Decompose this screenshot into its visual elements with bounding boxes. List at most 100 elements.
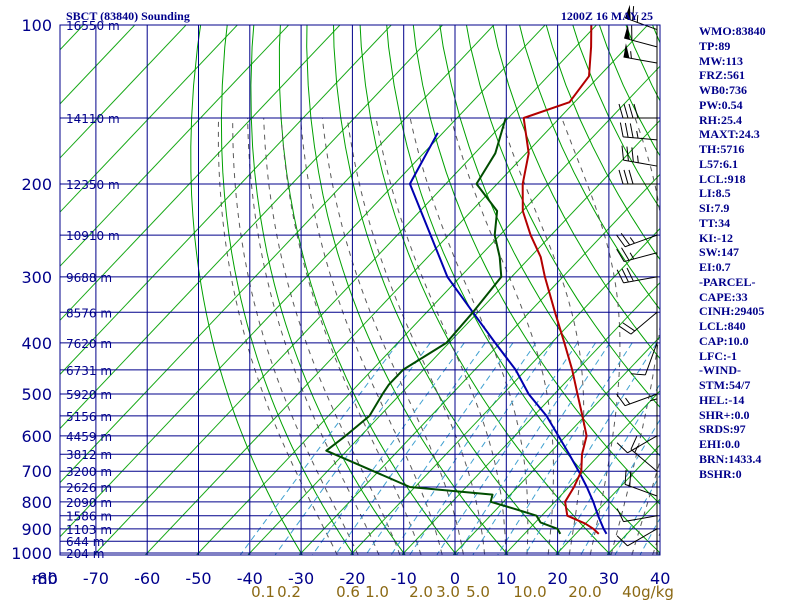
mixing-ratio-line <box>409 342 554 555</box>
wind-barb-shaft <box>624 234 658 248</box>
dry-adiabat-line <box>359 25 612 555</box>
wind-barb-shaft <box>623 515 658 523</box>
index-entry: SW:147 <box>699 245 740 260</box>
isotherm-line <box>60 25 290 267</box>
wind-barb-flag <box>624 122 629 138</box>
wind-barb-flag <box>632 6 635 21</box>
wind-barb-half-flag <box>630 51 632 59</box>
mixing-ratio-label: 20.0 <box>568 583 601 600</box>
wind-barb <box>621 145 658 167</box>
index-entry: EI:0.7 <box>699 260 731 274</box>
mixing-ratio-line <box>639 517 660 555</box>
wind-barb-flag <box>623 103 629 119</box>
wind-barb-flag <box>621 247 630 261</box>
wind-barb-shaft <box>624 37 658 48</box>
wind-barb-flag <box>620 232 631 246</box>
height-label: 6731 m <box>66 364 112 378</box>
temperature-tick-label: 40 <box>650 569 670 588</box>
index-entry: SI:7.9 <box>699 201 730 215</box>
wind-barb <box>616 508 658 523</box>
wind-barb-flag <box>616 535 628 547</box>
wind-barb-half-flag <box>634 445 639 453</box>
isotherm-line <box>0 1 4 564</box>
mixing-ratio-line <box>456 342 596 555</box>
index-entry: BRN:1433.4 <box>699 451 762 466</box>
index-entry: RH:25.4 <box>699 112 742 127</box>
wind-barb-shaft <box>624 393 658 407</box>
temperature-tick-label: -70 <box>83 569 109 588</box>
wind-barb-half-flag <box>629 237 635 244</box>
mixing-ratio-line <box>524 342 658 555</box>
mixing-ratio-line <box>311 342 465 555</box>
wind-barb-shaft <box>623 159 658 167</box>
moist-adiabat-line <box>217 117 338 555</box>
height-label: 5156 m <box>66 410 112 424</box>
index-entry: CAPE:33 <box>699 289 748 304</box>
temperature-tick-label: -10 <box>391 569 417 588</box>
sounding-profiles <box>325 25 608 535</box>
index-entry: WMO:83840 <box>699 24 766 38</box>
wind-barb-flag <box>616 269 624 284</box>
wind-barb-flag <box>618 325 632 335</box>
temperature-tick-label: 0 <box>450 569 460 588</box>
height-label: 5920 m <box>66 388 112 402</box>
mixing-ratio-label: 2.0 <box>409 583 433 600</box>
index-entry: MW:113 <box>699 53 743 68</box>
wind-barbs <box>616 4 658 555</box>
wind-barb <box>624 4 658 31</box>
wind-barb-pennant <box>625 4 631 20</box>
mixing-ratio-label: 5.0 <box>466 583 490 600</box>
wind-barb-flag <box>618 169 624 185</box>
chart-title: SBCT (83840) Sounding <box>66 9 190 23</box>
mixing-ratio-line <box>365 342 514 555</box>
height-label: 9688 m <box>66 271 112 285</box>
mixing-ratio-label: 0.6 <box>336 583 360 600</box>
mixing-ratio-label: 1.0 <box>365 583 389 600</box>
temperature-tick-label: -50 <box>185 569 211 588</box>
index-entry: CINH:29405 <box>699 304 765 319</box>
pressure-tick-label: 400 <box>21 334 52 353</box>
dry-adiabat-line <box>220 25 355 555</box>
wind-barb-flag <box>626 146 629 162</box>
mixing-ratio-line <box>390 342 537 555</box>
pressure-tick-label: 300 <box>21 268 52 287</box>
pressure-tick-label: 100 <box>21 16 52 35</box>
wind-barb <box>616 528 658 547</box>
mixing-ratio-label: 10.0 <box>513 583 546 600</box>
temperature-tick-label: 20 <box>547 569 567 588</box>
index-entry: -PARCEL- <box>699 274 756 289</box>
wind-barb <box>624 469 658 497</box>
wind-barb-flag <box>616 248 625 262</box>
wind-barb-shaft <box>623 276 658 284</box>
index-entry: PW:0.54 <box>699 97 743 112</box>
temperature-tick-label: -40 <box>237 569 263 588</box>
index-entry: KI:-12 <box>699 230 733 245</box>
wind-barb-shaft <box>624 17 658 31</box>
index-entry: CAP:10.0 <box>699 333 749 348</box>
isotherm-line <box>555 444 660 555</box>
index-entry: FRZ:561 <box>699 68 745 83</box>
height-label: 1586 m <box>66 510 112 524</box>
height-label: 204 m <box>66 547 104 561</box>
wind-barb <box>618 311 658 335</box>
wind-barb-flag <box>618 103 624 119</box>
wind-barb-flag <box>623 169 629 185</box>
moist-adiabat-line <box>346 117 486 555</box>
wind-barb-flag <box>616 442 628 454</box>
temperature-tick-label: 30 <box>599 569 619 588</box>
wind-barb-half-flag <box>636 15 639 23</box>
index-entry: SRDS:97 <box>699 422 746 437</box>
isotherm-line <box>60 25 239 213</box>
background-lines <box>0 1 660 564</box>
mixing-ratio-label: 40g/kg <box>622 583 674 600</box>
mixing-ratio-line <box>497 342 633 555</box>
pressure-tick-label: 200 <box>21 175 52 194</box>
index-entry: TH:5716 <box>699 142 745 156</box>
wind-barb-flag <box>624 469 627 485</box>
wind-barb-flag <box>629 471 632 487</box>
index-entry: EHI:0.0 <box>699 437 741 451</box>
wind-barb <box>618 169 657 185</box>
height-label: 1103 m <box>66 523 112 537</box>
